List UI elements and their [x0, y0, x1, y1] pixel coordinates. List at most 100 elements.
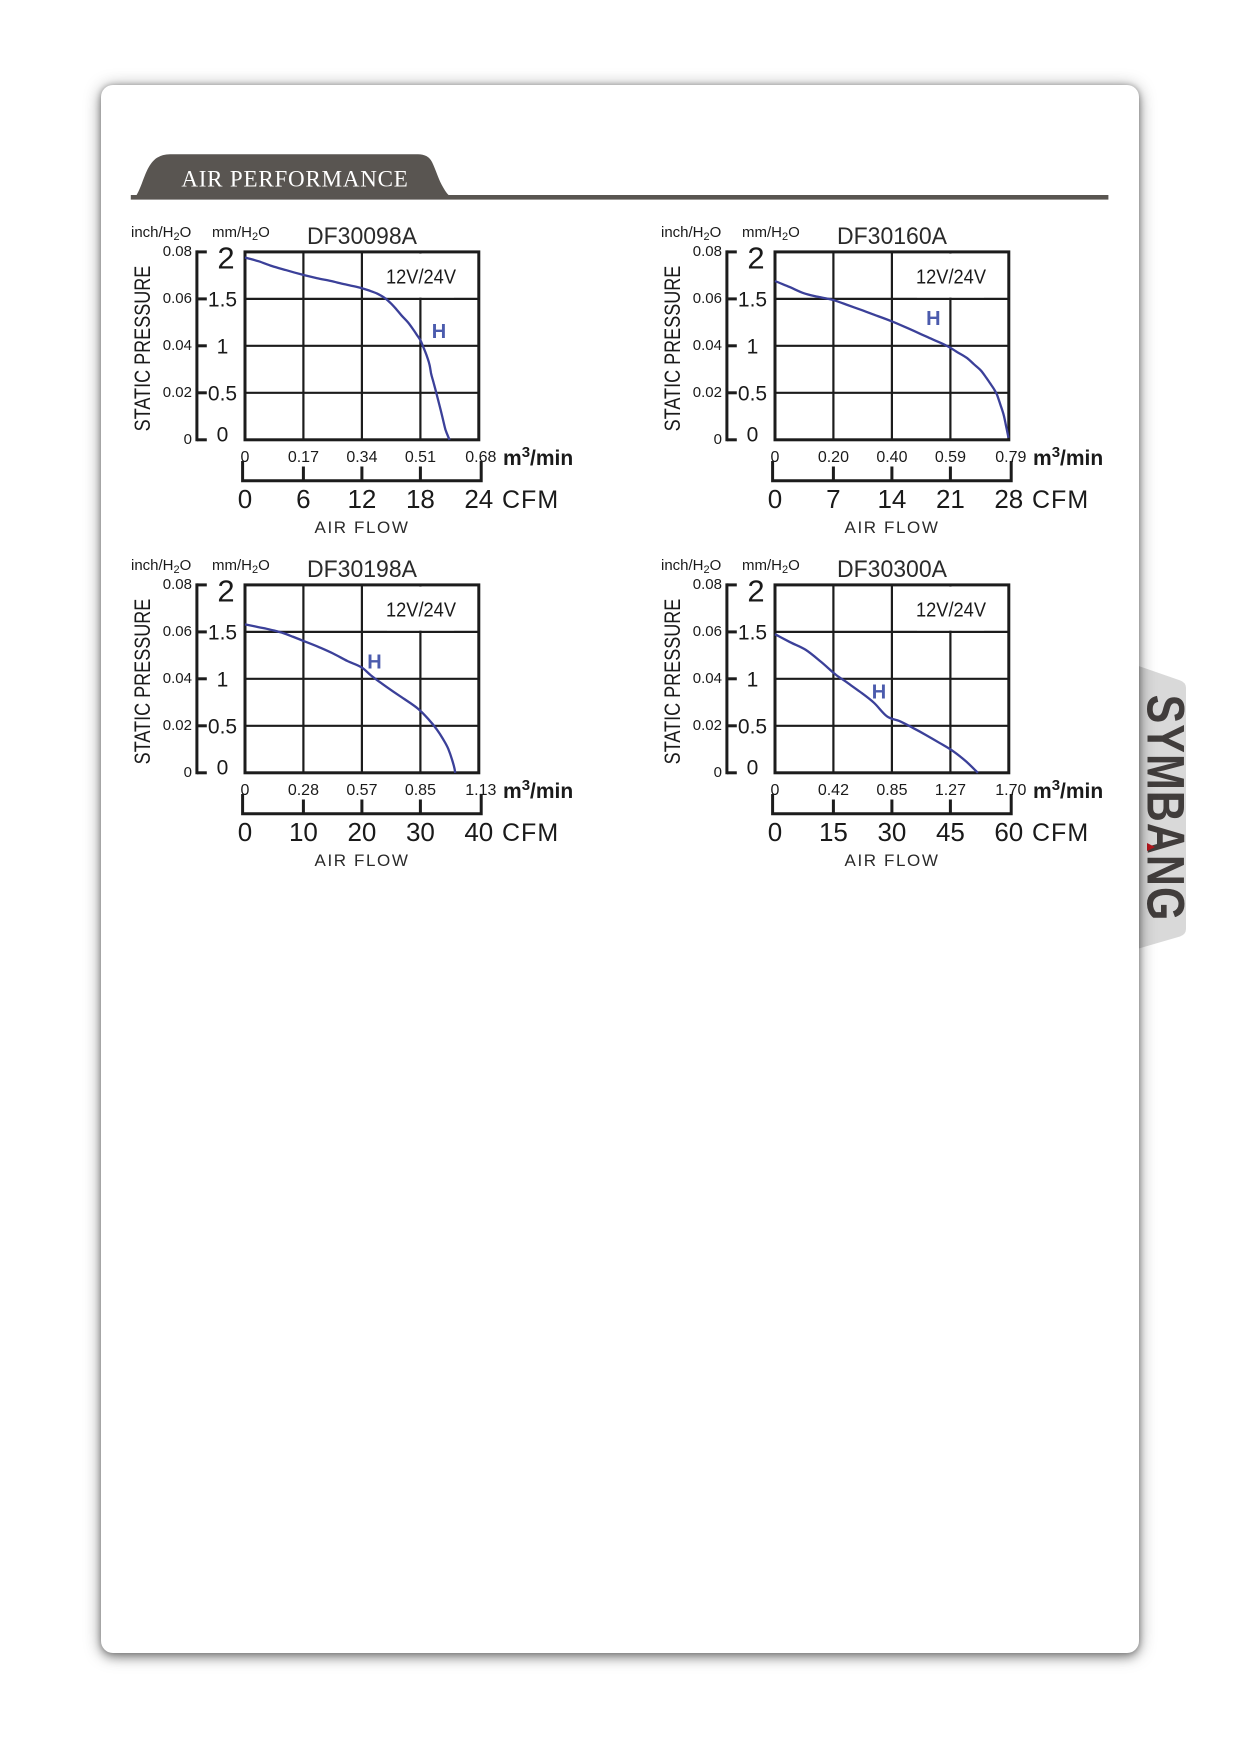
svg-text:12V/24V: 12V/24V [386, 600, 457, 622]
svg-text:0.68: 0.68 [465, 449, 496, 466]
svg-text:2: 2 [747, 573, 764, 608]
svg-text:0.5: 0.5 [208, 716, 237, 739]
svg-text:0: 0 [771, 449, 780, 466]
svg-text:15: 15 [819, 817, 848, 847]
svg-text:CFM: CFM [1032, 486, 1089, 514]
svg-text:0: 0 [184, 764, 192, 781]
svg-text:20: 20 [347, 817, 376, 847]
svg-text:m3/min: m3/min [503, 444, 573, 470]
svg-text:m3/min: m3/min [1033, 777, 1103, 803]
svg-text:1.5: 1.5 [208, 622, 237, 645]
svg-text:1: 1 [747, 336, 759, 359]
svg-text:1: 1 [747, 669, 759, 692]
svg-text:inch/H2O: inch/H2O [661, 224, 721, 243]
svg-text:0: 0 [768, 817, 782, 847]
svg-text:21: 21 [936, 484, 965, 514]
svg-text:0.57: 0.57 [346, 782, 377, 799]
svg-text:H: H [432, 321, 446, 343]
svg-text:0.08: 0.08 [693, 576, 722, 593]
svg-text:12V/24V: 12V/24V [916, 267, 987, 289]
svg-text:0.20: 0.20 [818, 449, 849, 466]
svg-text:DF30160A: DF30160A [837, 223, 947, 250]
svg-text:mm/H2O: mm/H2O [742, 224, 800, 243]
svg-text:0: 0 [771, 782, 780, 799]
svg-text:0: 0 [768, 484, 782, 514]
svg-text:2: 2 [217, 240, 234, 275]
svg-text:AIR PERFORMANCE: AIR PERFORMANCE [181, 167, 408, 192]
svg-text:0.40: 0.40 [876, 449, 907, 466]
svg-text:DF30300A: DF30300A [837, 556, 947, 583]
svg-text:inch/H2O: inch/H2O [661, 557, 721, 576]
svg-text:H: H [367, 652, 381, 674]
svg-text:14: 14 [877, 484, 906, 514]
svg-text:2: 2 [747, 240, 764, 275]
svg-text:60: 60 [994, 817, 1023, 847]
svg-text:0.04: 0.04 [163, 337, 192, 354]
svg-text:24: 24 [464, 484, 493, 514]
svg-text:0.28: 0.28 [288, 782, 319, 799]
svg-text:1.5: 1.5 [738, 622, 767, 645]
svg-text:m3/min: m3/min [1033, 444, 1103, 470]
svg-text:m3/min: m3/min [503, 777, 573, 803]
svg-text:CFM: CFM [502, 486, 559, 514]
svg-text:0.02: 0.02 [693, 717, 722, 734]
svg-text:7: 7 [826, 484, 840, 514]
svg-text:0.04: 0.04 [693, 670, 722, 687]
svg-text:H: H [926, 308, 940, 330]
svg-text:inch/H2O: inch/H2O [131, 557, 191, 576]
svg-text:CFM: CFM [1032, 819, 1089, 847]
svg-text:0.79: 0.79 [995, 449, 1026, 466]
svg-text:mm/H2O: mm/H2O [742, 557, 800, 576]
svg-text:2: 2 [217, 573, 234, 608]
svg-text:0.17: 0.17 [288, 449, 319, 466]
svg-text:1.5: 1.5 [208, 289, 237, 312]
svg-text:1.13: 1.13 [465, 782, 496, 799]
svg-text:30: 30 [877, 817, 906, 847]
svg-text:STATIC PRESSURE: STATIC PRESSURE [661, 599, 685, 765]
svg-text:0.04: 0.04 [693, 337, 722, 354]
svg-text:10: 10 [289, 817, 318, 847]
svg-text:0.5: 0.5 [738, 716, 767, 739]
svg-text:0: 0 [238, 817, 252, 847]
svg-text:12V/24V: 12V/24V [386, 267, 457, 289]
svg-text:0: 0 [217, 423, 229, 446]
svg-text:DF30198A: DF30198A [307, 556, 417, 583]
svg-text:AIR FLOW: AIR FLOW [845, 851, 940, 870]
svg-text:0.42: 0.42 [818, 782, 849, 799]
svg-text:1: 1 [217, 669, 229, 692]
svg-text:0: 0 [747, 423, 759, 446]
svg-text:0: 0 [714, 431, 722, 448]
svg-text:18: 18 [406, 484, 435, 514]
svg-text:1.27: 1.27 [935, 782, 966, 799]
svg-text:0.06: 0.06 [163, 623, 192, 640]
svg-text:0.02: 0.02 [163, 717, 192, 734]
svg-text:0.08: 0.08 [163, 243, 192, 260]
svg-text:0.85: 0.85 [405, 782, 436, 799]
svg-text:0: 0 [241, 449, 250, 466]
svg-text:12V/24V: 12V/24V [916, 600, 987, 622]
svg-text:0: 0 [714, 764, 722, 781]
svg-text:0: 0 [184, 431, 192, 448]
svg-text:mm/H2O: mm/H2O [212, 224, 270, 243]
svg-text:1.5: 1.5 [738, 289, 767, 312]
svg-text:0.04: 0.04 [163, 670, 192, 687]
svg-text:28: 28 [994, 484, 1023, 514]
svg-text:AIR FLOW: AIR FLOW [315, 518, 410, 537]
svg-text:6: 6 [296, 484, 310, 514]
svg-text:45: 45 [936, 817, 965, 847]
svg-text:inch/H2O: inch/H2O [131, 224, 191, 243]
svg-text:40: 40 [464, 817, 493, 847]
svg-text:0.06: 0.06 [163, 290, 192, 307]
svg-text:0.08: 0.08 [693, 243, 722, 260]
svg-text:0.34: 0.34 [346, 449, 377, 466]
svg-text:1.70: 1.70 [995, 782, 1026, 799]
svg-text:H: H [872, 682, 886, 704]
svg-text:1: 1 [217, 336, 229, 359]
svg-text:STATIC PRESSURE: STATIC PRESSURE [131, 599, 155, 765]
svg-text:30: 30 [406, 817, 435, 847]
svg-text:STATIC PRESSURE: STATIC PRESSURE [661, 266, 685, 432]
svg-text:0.51: 0.51 [405, 449, 436, 466]
svg-text:AIR FLOW: AIR FLOW [315, 851, 410, 870]
svg-text:mm/H2O: mm/H2O [212, 557, 270, 576]
svg-text:0: 0 [241, 782, 250, 799]
